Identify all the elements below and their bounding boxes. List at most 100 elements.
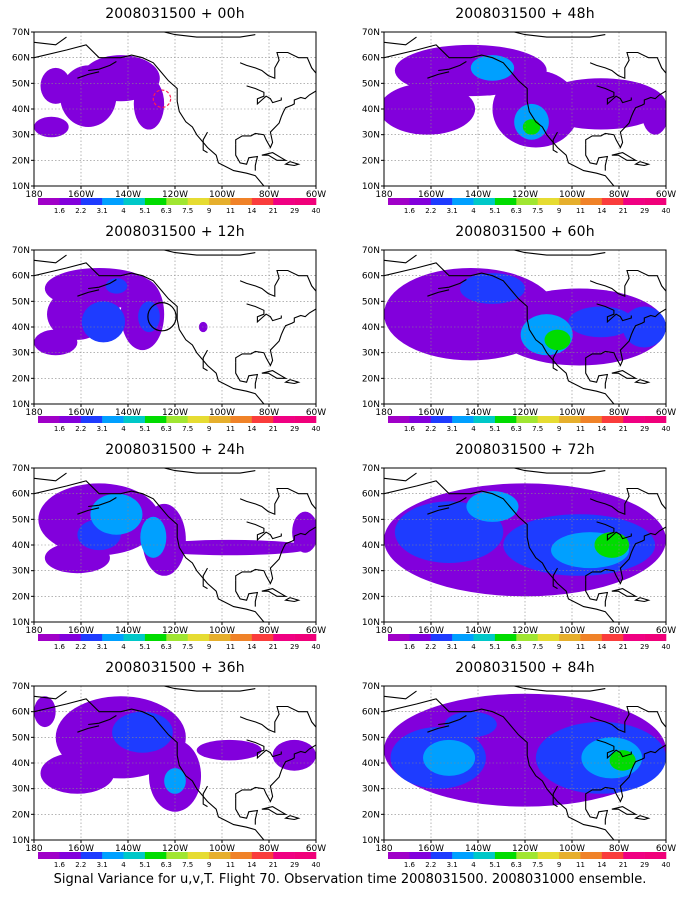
colorbar-swatch <box>623 416 645 423</box>
colorbar-label: 21 <box>619 643 628 651</box>
colorbar-label: 7.5 <box>182 861 193 869</box>
observation-circle <box>147 302 177 332</box>
colorbar-swatch <box>580 416 603 423</box>
x-tick-label: 60W <box>656 190 676 200</box>
colorbar-swatch <box>430 634 453 641</box>
map-svg: 180 160W 140W 120W 100W 80W 60W 10N 20N 30N 40N 50N… <box>362 464 676 651</box>
colorbar-label: 40 <box>312 207 321 215</box>
colorbar-swatch <box>388 634 410 641</box>
coastline <box>164 250 256 256</box>
coastline <box>88 715 117 726</box>
map-content <box>384 250 666 404</box>
colorbar-swatch <box>473 634 496 641</box>
coastline <box>235 90 316 149</box>
colorbar-swatch <box>273 198 295 205</box>
colorbar-swatch <box>559 634 581 641</box>
colorbar-swatch <box>294 416 317 423</box>
variance-region <box>535 78 666 130</box>
colorbar-label: 5.1 <box>489 207 500 215</box>
coastline <box>34 472 67 482</box>
colorbar-label: 4 <box>471 207 476 215</box>
coastline <box>552 785 558 808</box>
observation-circle <box>152 89 172 109</box>
colorbar-swatch <box>144 416 167 423</box>
colorbar-swatch <box>452 634 474 641</box>
y-tick-label: 20N <box>12 374 30 384</box>
x-tick-label: 140W <box>115 626 141 636</box>
coastline <box>427 507 450 515</box>
colorbar-swatch <box>559 416 581 423</box>
colorbar-swatch <box>187 198 210 205</box>
y-tick-label: 40N <box>12 541 30 551</box>
colorbar-label: 5.1 <box>489 643 500 651</box>
x-tick-label: 120W <box>512 626 538 636</box>
x-tick-label: 140W <box>115 190 141 200</box>
colorbar-label: 21 <box>619 207 628 215</box>
colorbar-swatch <box>559 852 581 859</box>
colorbar-swatch <box>38 416 60 423</box>
y-tick-label: 40N <box>362 323 380 333</box>
colorbar-swatch <box>80 852 103 859</box>
colorbar-swatch <box>644 198 667 205</box>
map-panel: 180 160W 140W 120W 100W 80W 60W 10N 20N 30N 40N 50N… <box>350 436 700 654</box>
colorbar-swatch <box>537 198 560 205</box>
x-tick-label: 140W <box>465 844 491 854</box>
colorbar-label: 4 <box>471 425 476 433</box>
coastline <box>585 144 609 171</box>
y-tick-label: 50N <box>362 79 380 89</box>
map-content <box>34 468 316 622</box>
colorbar-swatch <box>294 198 317 205</box>
y-tick-label: 20N <box>362 374 380 384</box>
y-tick-label: 30N <box>362 567 380 577</box>
colorbar-label: 1.6 <box>404 861 416 869</box>
variance-region <box>105 278 128 294</box>
colorbar-swatch <box>59 416 82 423</box>
coastline <box>202 349 208 372</box>
coastline <box>246 739 282 760</box>
colorbar-swatch <box>123 416 146 423</box>
colorbar-swatch <box>209 634 231 641</box>
x-tick-label: 140W <box>115 408 141 418</box>
colorbar-label: 1.6 <box>404 425 416 433</box>
x-tick-label: 180 <box>375 408 392 418</box>
colorbar-label: 2.2 <box>425 861 436 869</box>
y-tick-label: 70N <box>362 28 380 38</box>
colorbar-label: 21 <box>619 861 628 869</box>
x-tick-label: 120W <box>162 626 188 636</box>
colorbar-swatch <box>166 634 188 641</box>
variance-region <box>112 711 173 753</box>
y-tick-label: 60N <box>12 54 30 64</box>
coastline <box>261 588 288 597</box>
colorbar-swatch <box>230 634 253 641</box>
colorbar-label: 7.5 <box>532 207 543 215</box>
x-tick-label: 100W <box>209 190 235 200</box>
colorbar-swatch <box>388 852 410 859</box>
colorbar-label: 3.1 <box>447 425 458 433</box>
colorbar-swatch <box>516 852 538 859</box>
x-tick-label: 120W <box>162 190 188 200</box>
colorbar-label: 5.1 <box>139 861 150 869</box>
colorbar-label: 9 <box>207 425 211 433</box>
coastline <box>589 487 666 516</box>
variance-region <box>90 493 143 535</box>
colorbar-swatch <box>251 416 274 423</box>
coastline <box>239 269 316 298</box>
x-tick-label: 80W <box>609 626 629 636</box>
x-tick-label: 60W <box>656 408 676 418</box>
variance-region <box>196 739 262 761</box>
colorbar-swatch <box>644 416 667 423</box>
colorbar-swatch <box>251 634 274 641</box>
panel-title: 2008031500 + 12h <box>105 224 245 240</box>
coastline <box>596 521 632 542</box>
x-tick-label: 60W <box>306 626 326 636</box>
colorbar-swatch <box>494 416 517 423</box>
colorbar-label: 4 <box>121 861 126 869</box>
colorbar-swatch <box>644 852 667 859</box>
colorbar-label: 40 <box>312 861 321 869</box>
coastline <box>261 370 288 379</box>
colorbar-label: 4 <box>121 425 126 433</box>
map-content <box>384 468 666 622</box>
colorbar-swatch <box>537 416 560 423</box>
colorbar-label: 14 <box>247 207 256 215</box>
coastline <box>438 279 467 290</box>
